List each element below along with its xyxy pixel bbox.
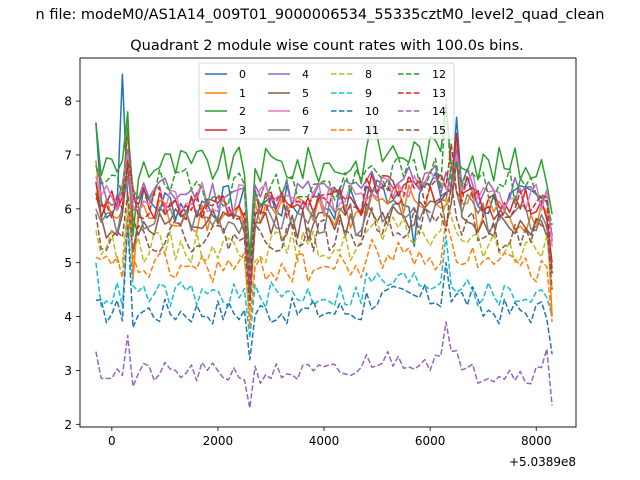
legend-label: 0 <box>239 68 246 81</box>
legend-label: 11 <box>365 124 379 137</box>
series-line-9 <box>95 224 553 339</box>
y-tick-label: 7 <box>64 148 72 162</box>
series-line-2 <box>95 105 553 259</box>
series-line-6 <box>95 154 553 285</box>
y-tick-label: 3 <box>64 364 72 378</box>
legend-label: 9 <box>365 87 372 100</box>
axes-frame <box>79 57 577 428</box>
x-tick-label: 8000 <box>521 434 552 448</box>
x-tick-label: 6000 <box>415 434 446 448</box>
legend-label: 15 <box>432 124 446 137</box>
x-tick-label: 0 <box>108 434 116 448</box>
legend-label: 13 <box>432 87 446 100</box>
x-axis: 0 2000 4000 6000 8000 <box>108 427 551 448</box>
series-line-10 <box>95 218 553 361</box>
series-line-7 <box>95 164 553 302</box>
legend-label: 10 <box>365 105 379 118</box>
series-line-15 <box>95 181 553 307</box>
series-line-11 <box>95 213 553 329</box>
x-tick-label: 4000 <box>309 434 340 448</box>
x-tick-label: 2000 <box>203 434 234 448</box>
y-tick-label: 2 <box>64 418 72 432</box>
y-tick-label: 4 <box>64 310 72 324</box>
series-lines <box>95 73 553 409</box>
series-line-1 <box>95 121 553 317</box>
legend-label: 8 <box>365 68 372 81</box>
y-tick-label: 6 <box>64 202 72 216</box>
legend-label: 14 <box>432 105 446 118</box>
x-offset-label: +5.0389e8 <box>509 455 576 469</box>
legend-label: 6 <box>302 105 309 118</box>
y-axis: 2 3 4 5 6 7 8 <box>64 95 80 432</box>
y-tick-label: 8 <box>64 95 72 109</box>
legend-box <box>198 62 455 140</box>
legend-label: 5 <box>302 87 309 100</box>
figure-suptitle: n file: modeM0/AS1A14_009T01_9000006534_… <box>36 7 605 23</box>
chart-title: Quadrant 2 module wise count rates with … <box>130 38 524 54</box>
legend-label: 4 <box>302 68 309 81</box>
legend-label: 3 <box>239 124 246 137</box>
series-line-13 <box>95 143 553 285</box>
series-line-14 <box>95 321 553 409</box>
y-tick-label: 5 <box>64 256 72 270</box>
legend-label: 2 <box>239 105 246 118</box>
plot-area <box>79 57 577 428</box>
legend-label: 1 <box>239 87 246 100</box>
series-line-12 <box>95 97 553 269</box>
legend-label: 12 <box>432 68 446 81</box>
legend-label: 7 <box>302 124 309 137</box>
series-line-4 <box>95 148 553 280</box>
